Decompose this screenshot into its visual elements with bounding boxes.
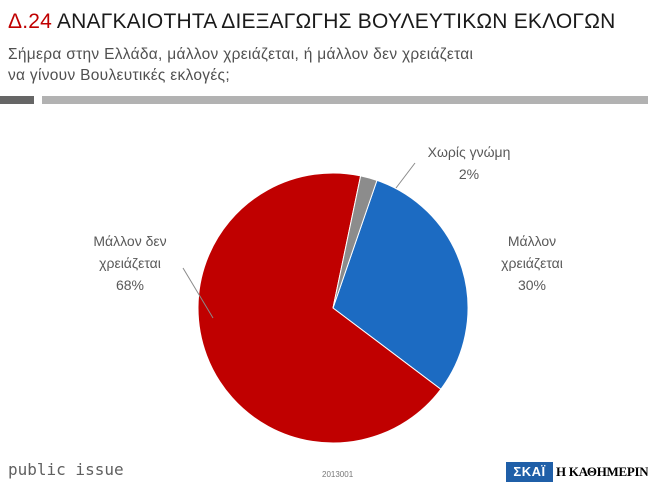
- slice-category-label: χρειάζεται: [501, 255, 563, 271]
- pie-slice-1: [197, 172, 442, 444]
- slice-label-0: Μάλλον χρειάζεται 30%: [501, 233, 563, 293]
- leader-line-1: [182, 267, 214, 319]
- skai-logo: ΣΚΑΪ: [506, 462, 553, 482]
- question-code: Δ.24: [8, 10, 53, 33]
- slice-category-label: Μάλλον: [508, 233, 556, 249]
- slice-category-label: Χωρίς γνώμη: [428, 144, 511, 160]
- pie-slice-2: [332, 175, 378, 309]
- leader-lines: [182, 162, 416, 319]
- pie-slice-0: [332, 179, 469, 390]
- page-title: Δ.24 ΑΝΑΓΚΑΙΟΤΗΤΑ ΔΙΕΞΑΓΩΓΗΣ ΒΟΥΛΕΥΤΙΚΩΝ…: [8, 10, 615, 34]
- slice-value-label: 30%: [518, 277, 546, 293]
- slice-value-label: 2%: [459, 166, 479, 182]
- slice-label-2: Χωρίς γνώμη 2%: [428, 144, 511, 182]
- slice-category-label: χρειάζεται: [99, 255, 161, 271]
- survey-code: 2013001: [322, 470, 354, 479]
- subtitle-line-2: να γίνουν Βουλευτικές εκλογές;: [8, 67, 230, 84]
- question-title: ΑΝΑΓΚΑΙΟΤΗΤΑ ΔΙΕΞΑΓΩΓΗΣ ΒΟΥΛΕΥΤΙΚΩΝ ΕΚΛΟ…: [56, 10, 616, 33]
- question-subtitle: Σήμερα στην Ελλάδα, μάλλον χρειάζεται, ή…: [8, 44, 608, 86]
- pie-slices: [197, 172, 469, 444]
- slice-category-label: Μάλλον δεν: [93, 233, 166, 249]
- kathimerini-logo: Η ΚΑΘΗΜΕΡΙΝΗ: [556, 464, 648, 479]
- brand-text: public issue: [8, 460, 124, 479]
- slice-value-label: 68%: [116, 277, 144, 293]
- slice-labels: Μάλλον χρειάζεται 30% Μάλλον δεν χρειάζεται 6…: [93, 144, 562, 293]
- slice-label-1: Μάλλον δεν χρειάζεται 68%: [93, 233, 166, 293]
- leader-line-2: [395, 162, 416, 189]
- subtitle-line-1: Σήμερα στην Ελλάδα, μάλλον χρειάζεται, ή…: [8, 46, 474, 63]
- header-divider-dark: [0, 96, 34, 104]
- header-divider-light: [42, 96, 648, 104]
